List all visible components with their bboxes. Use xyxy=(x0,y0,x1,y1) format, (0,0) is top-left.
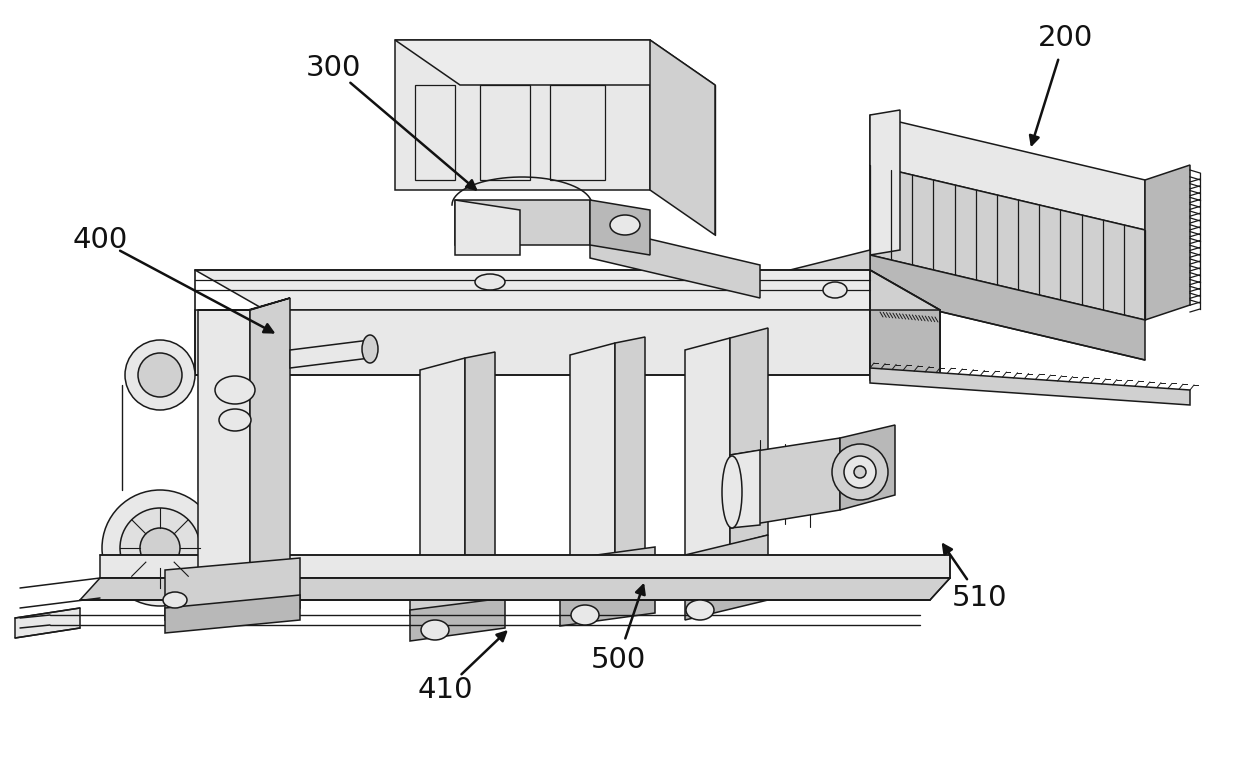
Ellipse shape xyxy=(722,456,742,528)
Ellipse shape xyxy=(422,620,449,640)
Polygon shape xyxy=(870,270,940,375)
Polygon shape xyxy=(396,40,715,85)
Polygon shape xyxy=(684,535,768,588)
Polygon shape xyxy=(560,547,655,598)
Polygon shape xyxy=(870,255,1145,360)
Polygon shape xyxy=(420,358,465,582)
Polygon shape xyxy=(615,337,645,555)
Polygon shape xyxy=(250,298,290,590)
Polygon shape xyxy=(480,85,529,180)
Polygon shape xyxy=(870,310,940,385)
Polygon shape xyxy=(730,450,760,528)
Polygon shape xyxy=(198,310,250,590)
Polygon shape xyxy=(410,562,505,613)
Polygon shape xyxy=(870,165,1145,320)
Ellipse shape xyxy=(475,274,505,290)
Polygon shape xyxy=(551,85,605,180)
Ellipse shape xyxy=(138,353,182,397)
Ellipse shape xyxy=(219,409,250,431)
Polygon shape xyxy=(165,595,300,633)
Polygon shape xyxy=(290,340,370,368)
Polygon shape xyxy=(560,583,655,626)
Polygon shape xyxy=(195,310,870,375)
Ellipse shape xyxy=(854,466,866,478)
Polygon shape xyxy=(570,343,615,567)
Ellipse shape xyxy=(362,335,378,363)
Polygon shape xyxy=(81,578,950,600)
Polygon shape xyxy=(100,555,950,578)
Ellipse shape xyxy=(102,490,218,606)
Polygon shape xyxy=(870,368,1190,405)
Ellipse shape xyxy=(215,376,255,404)
Polygon shape xyxy=(1145,165,1190,320)
Polygon shape xyxy=(870,115,1145,230)
Polygon shape xyxy=(790,250,870,330)
Ellipse shape xyxy=(125,340,195,410)
Text: 500: 500 xyxy=(590,646,646,674)
Polygon shape xyxy=(455,200,590,245)
Polygon shape xyxy=(590,200,650,255)
Text: 410: 410 xyxy=(417,676,472,704)
Polygon shape xyxy=(455,200,520,255)
Ellipse shape xyxy=(140,528,180,568)
Polygon shape xyxy=(650,40,715,235)
Text: 400: 400 xyxy=(72,226,128,254)
Text: 300: 300 xyxy=(305,54,361,82)
Polygon shape xyxy=(396,40,650,190)
Ellipse shape xyxy=(162,592,187,608)
Ellipse shape xyxy=(844,456,875,488)
Ellipse shape xyxy=(120,508,200,588)
Ellipse shape xyxy=(610,215,640,235)
Ellipse shape xyxy=(570,605,599,625)
Polygon shape xyxy=(839,425,895,510)
Polygon shape xyxy=(465,352,495,570)
Polygon shape xyxy=(870,110,900,255)
Polygon shape xyxy=(730,328,768,545)
Ellipse shape xyxy=(832,444,888,500)
Polygon shape xyxy=(760,290,870,350)
Polygon shape xyxy=(165,558,300,620)
Polygon shape xyxy=(684,565,768,620)
Polygon shape xyxy=(730,438,839,528)
Polygon shape xyxy=(590,225,760,298)
Ellipse shape xyxy=(823,282,847,298)
Polygon shape xyxy=(410,598,505,641)
Polygon shape xyxy=(198,298,290,310)
Ellipse shape xyxy=(686,600,714,620)
Polygon shape xyxy=(15,608,81,638)
Text: 510: 510 xyxy=(952,584,1008,612)
Polygon shape xyxy=(415,85,455,180)
Polygon shape xyxy=(195,270,940,310)
Text: 200: 200 xyxy=(1038,24,1092,52)
Polygon shape xyxy=(684,338,730,558)
